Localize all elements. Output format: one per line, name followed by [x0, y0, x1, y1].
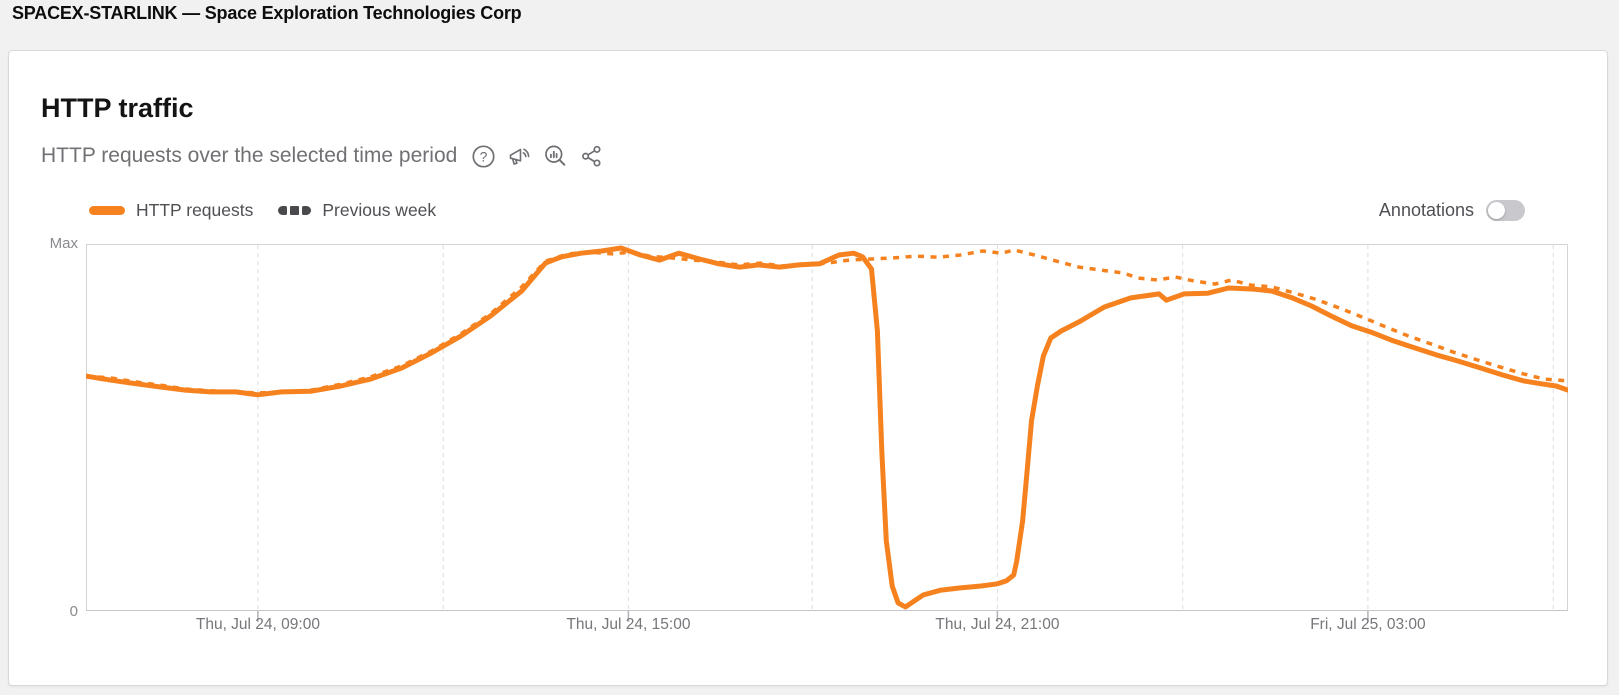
card-title: HTTP traffic — [41, 93, 194, 123]
x-axis-labels: Thu, Jul 24, 09:00 Thu, Jul 24, 15:00 Thu,… — [86, 616, 1568, 638]
y-axis-zero-label: 0 — [69, 603, 78, 620]
x-axis-tick-label: Thu, Jul 24, 09:00 — [195, 616, 320, 633]
legend-item-previous-week[interactable]: Previous week — [278, 200, 436, 221]
legend-label: Previous week — [322, 199, 437, 220]
legend-label: HTTP requests — [136, 199, 254, 220]
y-axis-max-label: Max — [49, 235, 78, 252]
explore-icon[interactable] — [542, 143, 569, 170]
annotations-toggle[interactable] — [1486, 199, 1525, 221]
x-axis-tick-label: Fri, Jul 25, 03:00 — [1310, 616, 1426, 633]
page-title: SPACEX-STARLINK — Space Exploration Tech… — [12, 3, 522, 23]
toggle-knob — [1488, 201, 1505, 219]
annotations-control: Annotations — [1379, 197, 1525, 223]
card-subtitle-row: HTTP requests over the selected time per… — [41, 141, 605, 171]
x-axis-tick-label: Thu, Jul 24, 21:00 — [935, 616, 1060, 633]
annotations-label: Annotations — [1378, 199, 1474, 220]
solid-line-swatch — [89, 205, 125, 215]
svg-text:?: ? — [480, 148, 488, 164]
x-axis-tick-label: Thu, Jul 24, 15:00 — [566, 616, 691, 633]
http-traffic-chart: Max 0 Thu, Jul 24, 09:00 Thu, Jul 24, 15:… — [50, 235, 1568, 659]
http-traffic-card: HTTP traffic HTTP requests over the sele… — [8, 50, 1608, 686]
announcement-icon[interactable] — [506, 143, 533, 170]
chart-legend: HTTP requests Previous week — [89, 197, 436, 223]
chart-plot-area[interactable] — [86, 244, 1568, 624]
card-subtitle: HTTP requests over the selected time per… — [41, 144, 458, 167]
dashed-line-swatch — [278, 205, 312, 215]
legend-item-http-requests[interactable]: HTTP requests — [89, 200, 253, 221]
help-icon[interactable]: ? — [470, 143, 497, 170]
share-icon[interactable] — [578, 143, 605, 170]
